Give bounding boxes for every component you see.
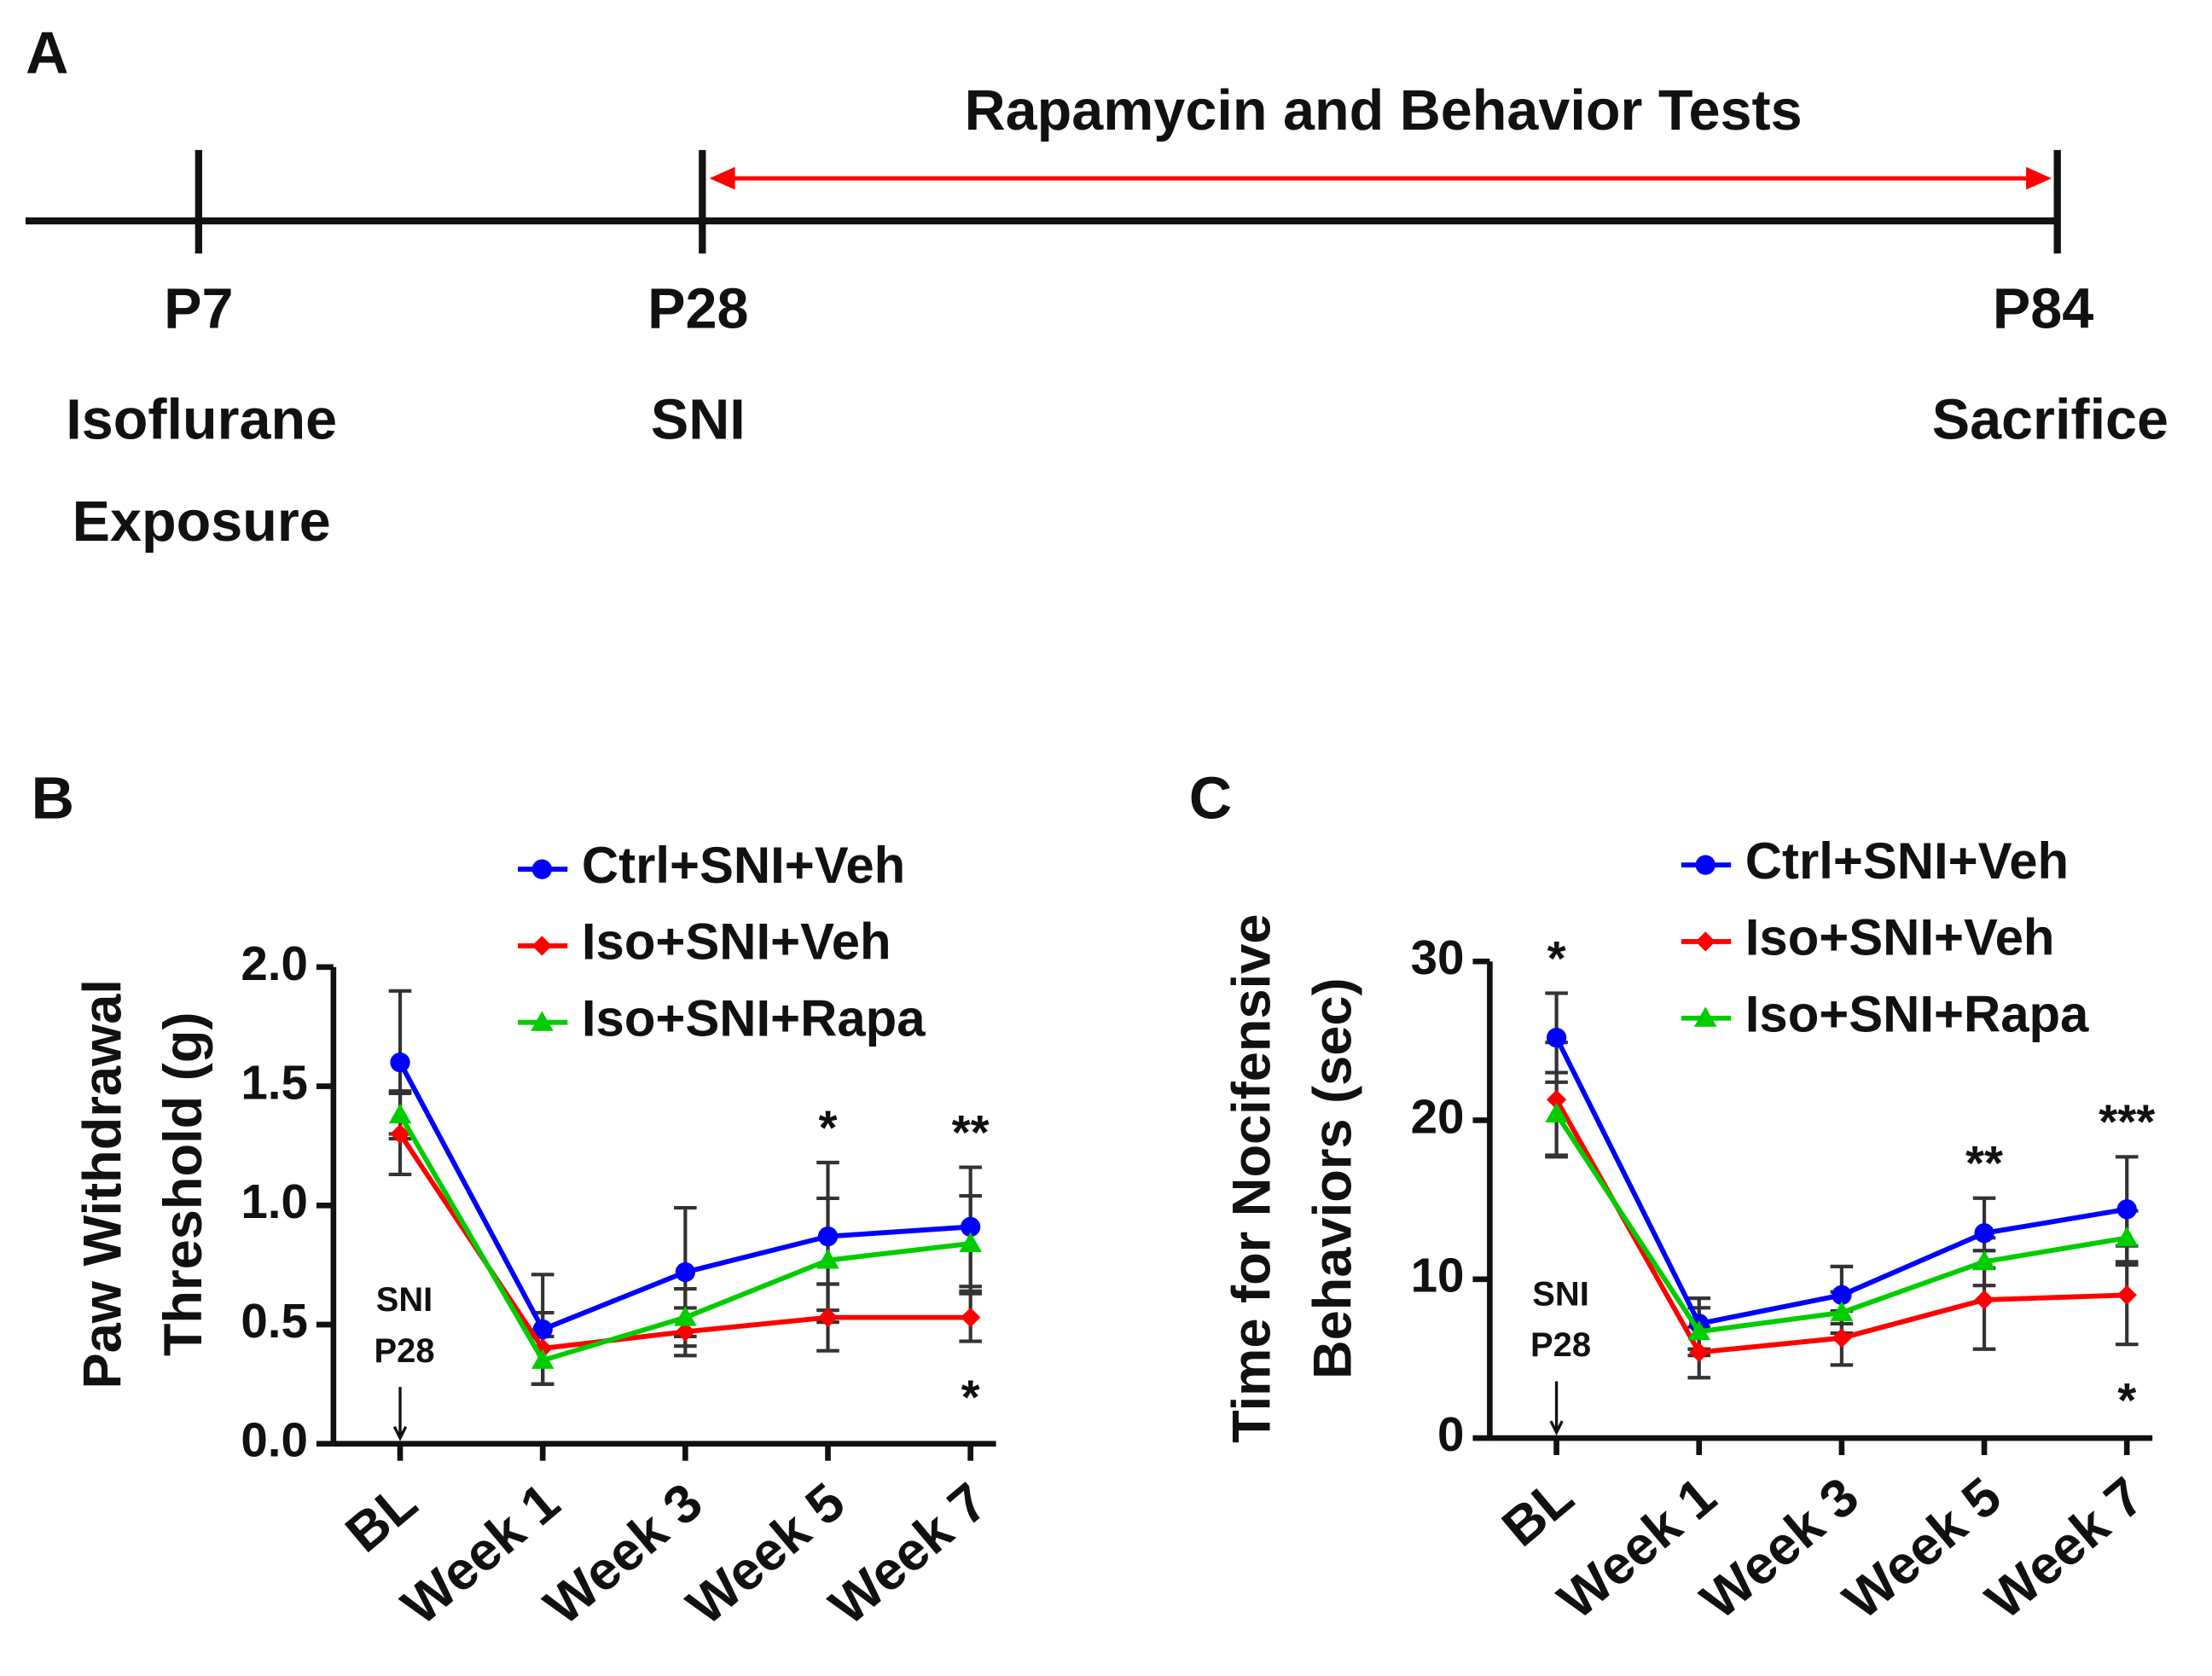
y-tick-label: 0 bbox=[1437, 1407, 1464, 1461]
data-point bbox=[390, 1052, 410, 1073]
y-tick-label: 0.5 bbox=[241, 1294, 308, 1348]
data-point bbox=[1693, 1006, 1717, 1027]
significance-mark: *** bbox=[2099, 1095, 2155, 1149]
data-point bbox=[961, 1216, 981, 1238]
data-point bbox=[675, 1261, 695, 1283]
data-point bbox=[1546, 1027, 1567, 1048]
y-tick-label: 10 bbox=[1411, 1249, 1465, 1302]
data-point bbox=[532, 1319, 553, 1340]
y-tick-label: 20 bbox=[1411, 1089, 1465, 1143]
x-tick-label: Week 3 bbox=[1690, 1466, 1870, 1631]
data-point bbox=[1832, 1328, 1852, 1348]
data-point bbox=[1832, 1285, 1852, 1306]
y-tick-label: 1.0 bbox=[241, 1174, 308, 1228]
arrow-head bbox=[709, 166, 735, 190]
milestone-event: Exposure bbox=[73, 490, 331, 554]
legend-label: Iso+SNI+Veh bbox=[582, 913, 891, 971]
y-axis-label: Paw Withdrawal bbox=[73, 979, 132, 1389]
data-point bbox=[531, 1011, 554, 1031]
milestone-label: P84 bbox=[1993, 278, 2093, 341]
x-tick-label: Week 7 bbox=[819, 1472, 999, 1637]
data-point bbox=[1972, 1250, 1996, 1271]
data-point bbox=[1695, 931, 1716, 952]
y-axis-label: Time for Nocifensive bbox=[1222, 913, 1282, 1442]
significance-mark: * bbox=[818, 1100, 837, 1154]
data-point bbox=[959, 1232, 982, 1252]
data-point bbox=[1687, 1319, 1711, 1341]
data-point bbox=[816, 1249, 839, 1269]
event-marker-label: SNI bbox=[376, 1281, 433, 1319]
data-point bbox=[674, 1306, 697, 1326]
event-marker-arrow bbox=[392, 1387, 408, 1441]
data-point bbox=[1546, 1089, 1567, 1110]
legend-label: Iso+SNI+Rapa bbox=[582, 990, 926, 1047]
data-point bbox=[531, 1348, 554, 1369]
data-point bbox=[388, 1103, 412, 1124]
panel-label: A bbox=[26, 20, 68, 86]
data-point bbox=[2116, 1285, 2137, 1306]
data-point bbox=[531, 936, 553, 956]
event-marker-label: P28 bbox=[374, 1332, 435, 1370]
significance-mark: * bbox=[1547, 931, 1566, 985]
significance-mark: * bbox=[2117, 1373, 2136, 1427]
arrow-head bbox=[2026, 166, 2052, 190]
y-axis-label: Threshold (g) bbox=[154, 1012, 213, 1357]
data-point bbox=[2115, 1227, 2139, 1247]
milestone-event: Isoflurane bbox=[66, 388, 337, 451]
y-tick-label: 2.0 bbox=[241, 937, 308, 990]
x-tick-label: BL bbox=[335, 1472, 429, 1564]
panel-label: C bbox=[1189, 764, 1232, 831]
x-tick-label: Week 3 bbox=[533, 1472, 713, 1637]
y-axis-label: Behaviors (sec) bbox=[1303, 977, 1362, 1379]
significance-mark: ** bbox=[1965, 1136, 2003, 1190]
x-tick-label: Week 1 bbox=[391, 1472, 571, 1637]
data-point bbox=[1695, 855, 1716, 875]
legend-label: Iso+SNI+Veh bbox=[1745, 909, 2055, 966]
milestone-label: P28 bbox=[647, 278, 748, 341]
y-tick-label: 0.0 bbox=[241, 1413, 308, 1467]
legend-label: Ctrl+SNI+Veh bbox=[582, 837, 905, 894]
data-point bbox=[817, 1307, 839, 1328]
significance-mark: ** bbox=[952, 1105, 990, 1159]
significance-mark: * bbox=[961, 1370, 980, 1424]
x-tick-label: Week 5 bbox=[676, 1472, 856, 1637]
x-tick-label: Week 7 bbox=[1975, 1466, 2155, 1631]
y-tick-label: 30 bbox=[1411, 931, 1465, 984]
data-point bbox=[1689, 1342, 1710, 1363]
legend-label: Ctrl+SNI+Veh bbox=[1745, 832, 2069, 890]
panel-label: B bbox=[32, 764, 74, 831]
data-point bbox=[1545, 1102, 1568, 1123]
x-tick-label: Week 5 bbox=[1832, 1466, 2012, 1631]
timeline-title: Rapamycin and Behavior Tests bbox=[965, 79, 1803, 142]
data-point bbox=[675, 1321, 695, 1343]
event-marker-label: SNI bbox=[1532, 1275, 1589, 1313]
milestone-label: P7 bbox=[164, 278, 233, 341]
legend-label: Iso+SNI+Rapa bbox=[1745, 986, 2089, 1043]
x-tick-label: BL bbox=[1491, 1466, 1585, 1558]
data-point bbox=[531, 859, 553, 879]
event-marker-label: P28 bbox=[1530, 1326, 1591, 1364]
x-tick-label: Week 1 bbox=[1547, 1466, 1727, 1631]
event-marker-arrow bbox=[1549, 1381, 1564, 1436]
data-point bbox=[1974, 1223, 1994, 1244]
data-point bbox=[2116, 1199, 2137, 1220]
data-point bbox=[961, 1307, 981, 1328]
data-point bbox=[1830, 1301, 1854, 1321]
y-tick-label: 1.5 bbox=[241, 1056, 308, 1110]
data-point bbox=[1974, 1290, 1994, 1310]
data-point bbox=[817, 1226, 839, 1247]
milestone-event: Sacrifice bbox=[1932, 388, 2168, 451]
milestone-event: SNI bbox=[651, 388, 746, 451]
